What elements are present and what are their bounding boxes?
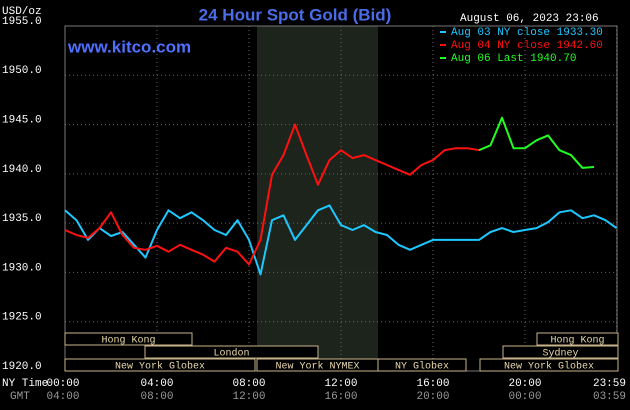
session-box	[536, 332, 619, 346]
y-tick-label: 1935.0	[2, 213, 42, 225]
watermark: www.kitco.com	[67, 37, 191, 56]
session-box	[64, 358, 256, 372]
x-tick-label: 16:00	[416, 378, 449, 390]
series-line	[64, 204, 618, 276]
session-label: Hong Kong	[101, 336, 155, 347]
nymex-shade	[257, 26, 378, 371]
series-line	[64, 123, 480, 266]
y-tick-label: 1925.0	[2, 312, 42, 324]
legend-label: Aug 06 Last 1940.70	[451, 53, 576, 65]
session-label: NY Globex	[395, 361, 449, 373]
series-line	[478, 116, 595, 169]
session-box	[502, 345, 619, 359]
y-axis-label: USD/oz	[2, 6, 42, 18]
session-label: Sydney	[542, 348, 578, 360]
x-row-label: NY Time	[2, 378, 48, 390]
x2-row-label: GMT	[10, 391, 30, 403]
session-label: New York NYMEX	[275, 361, 359, 373]
y-tick-label: 1920.0	[2, 361, 42, 373]
y-tick-label: 1945.0	[2, 114, 42, 126]
session-box	[377, 358, 467, 372]
session-label: Hong Kong	[550, 336, 604, 347]
session-box	[479, 358, 619, 372]
y-tick-label: 1955.0	[2, 16, 42, 28]
chart-title: 24 Hour Spot Gold (Bid)	[199, 5, 392, 24]
gmt-tick-label: 04:00	[46, 391, 79, 403]
gmt-tick-label: 20:00	[416, 391, 449, 403]
legend-label: Aug 04 NY close 1942.60	[451, 40, 603, 52]
legend-label: Aug 03 NY close 1933.30	[451, 27, 603, 39]
timestamp: August 06, 2023 23:06	[460, 13, 599, 25]
x-tick-label: 00:00	[46, 378, 79, 390]
session-label: London	[213, 348, 249, 360]
gmt-tick-label: 03:59	[593, 391, 626, 403]
x-tick-label: 08:00	[232, 378, 265, 390]
session-box	[64, 332, 193, 346]
session-box	[144, 345, 319, 359]
y-tick-label: 1930.0	[2, 262, 42, 274]
gmt-tick-label: 12:00	[232, 391, 265, 403]
y-tick-label: 1940.0	[2, 164, 42, 176]
y-tick-label: 1950.0	[2, 65, 42, 77]
x-tick-label: 12:00	[324, 378, 357, 390]
x-tick-label: 20:00	[508, 378, 541, 390]
gmt-tick-label: 16:00	[324, 391, 357, 403]
x-tick-label: 04:00	[140, 378, 173, 390]
session-label: New York Globex	[115, 361, 205, 373]
gmt-tick-label: 00:00	[508, 391, 541, 403]
session-label: New York Globex	[504, 361, 594, 373]
gmt-tick-label: 08:00	[140, 391, 173, 403]
x-tick-label: 23:59	[593, 378, 626, 390]
